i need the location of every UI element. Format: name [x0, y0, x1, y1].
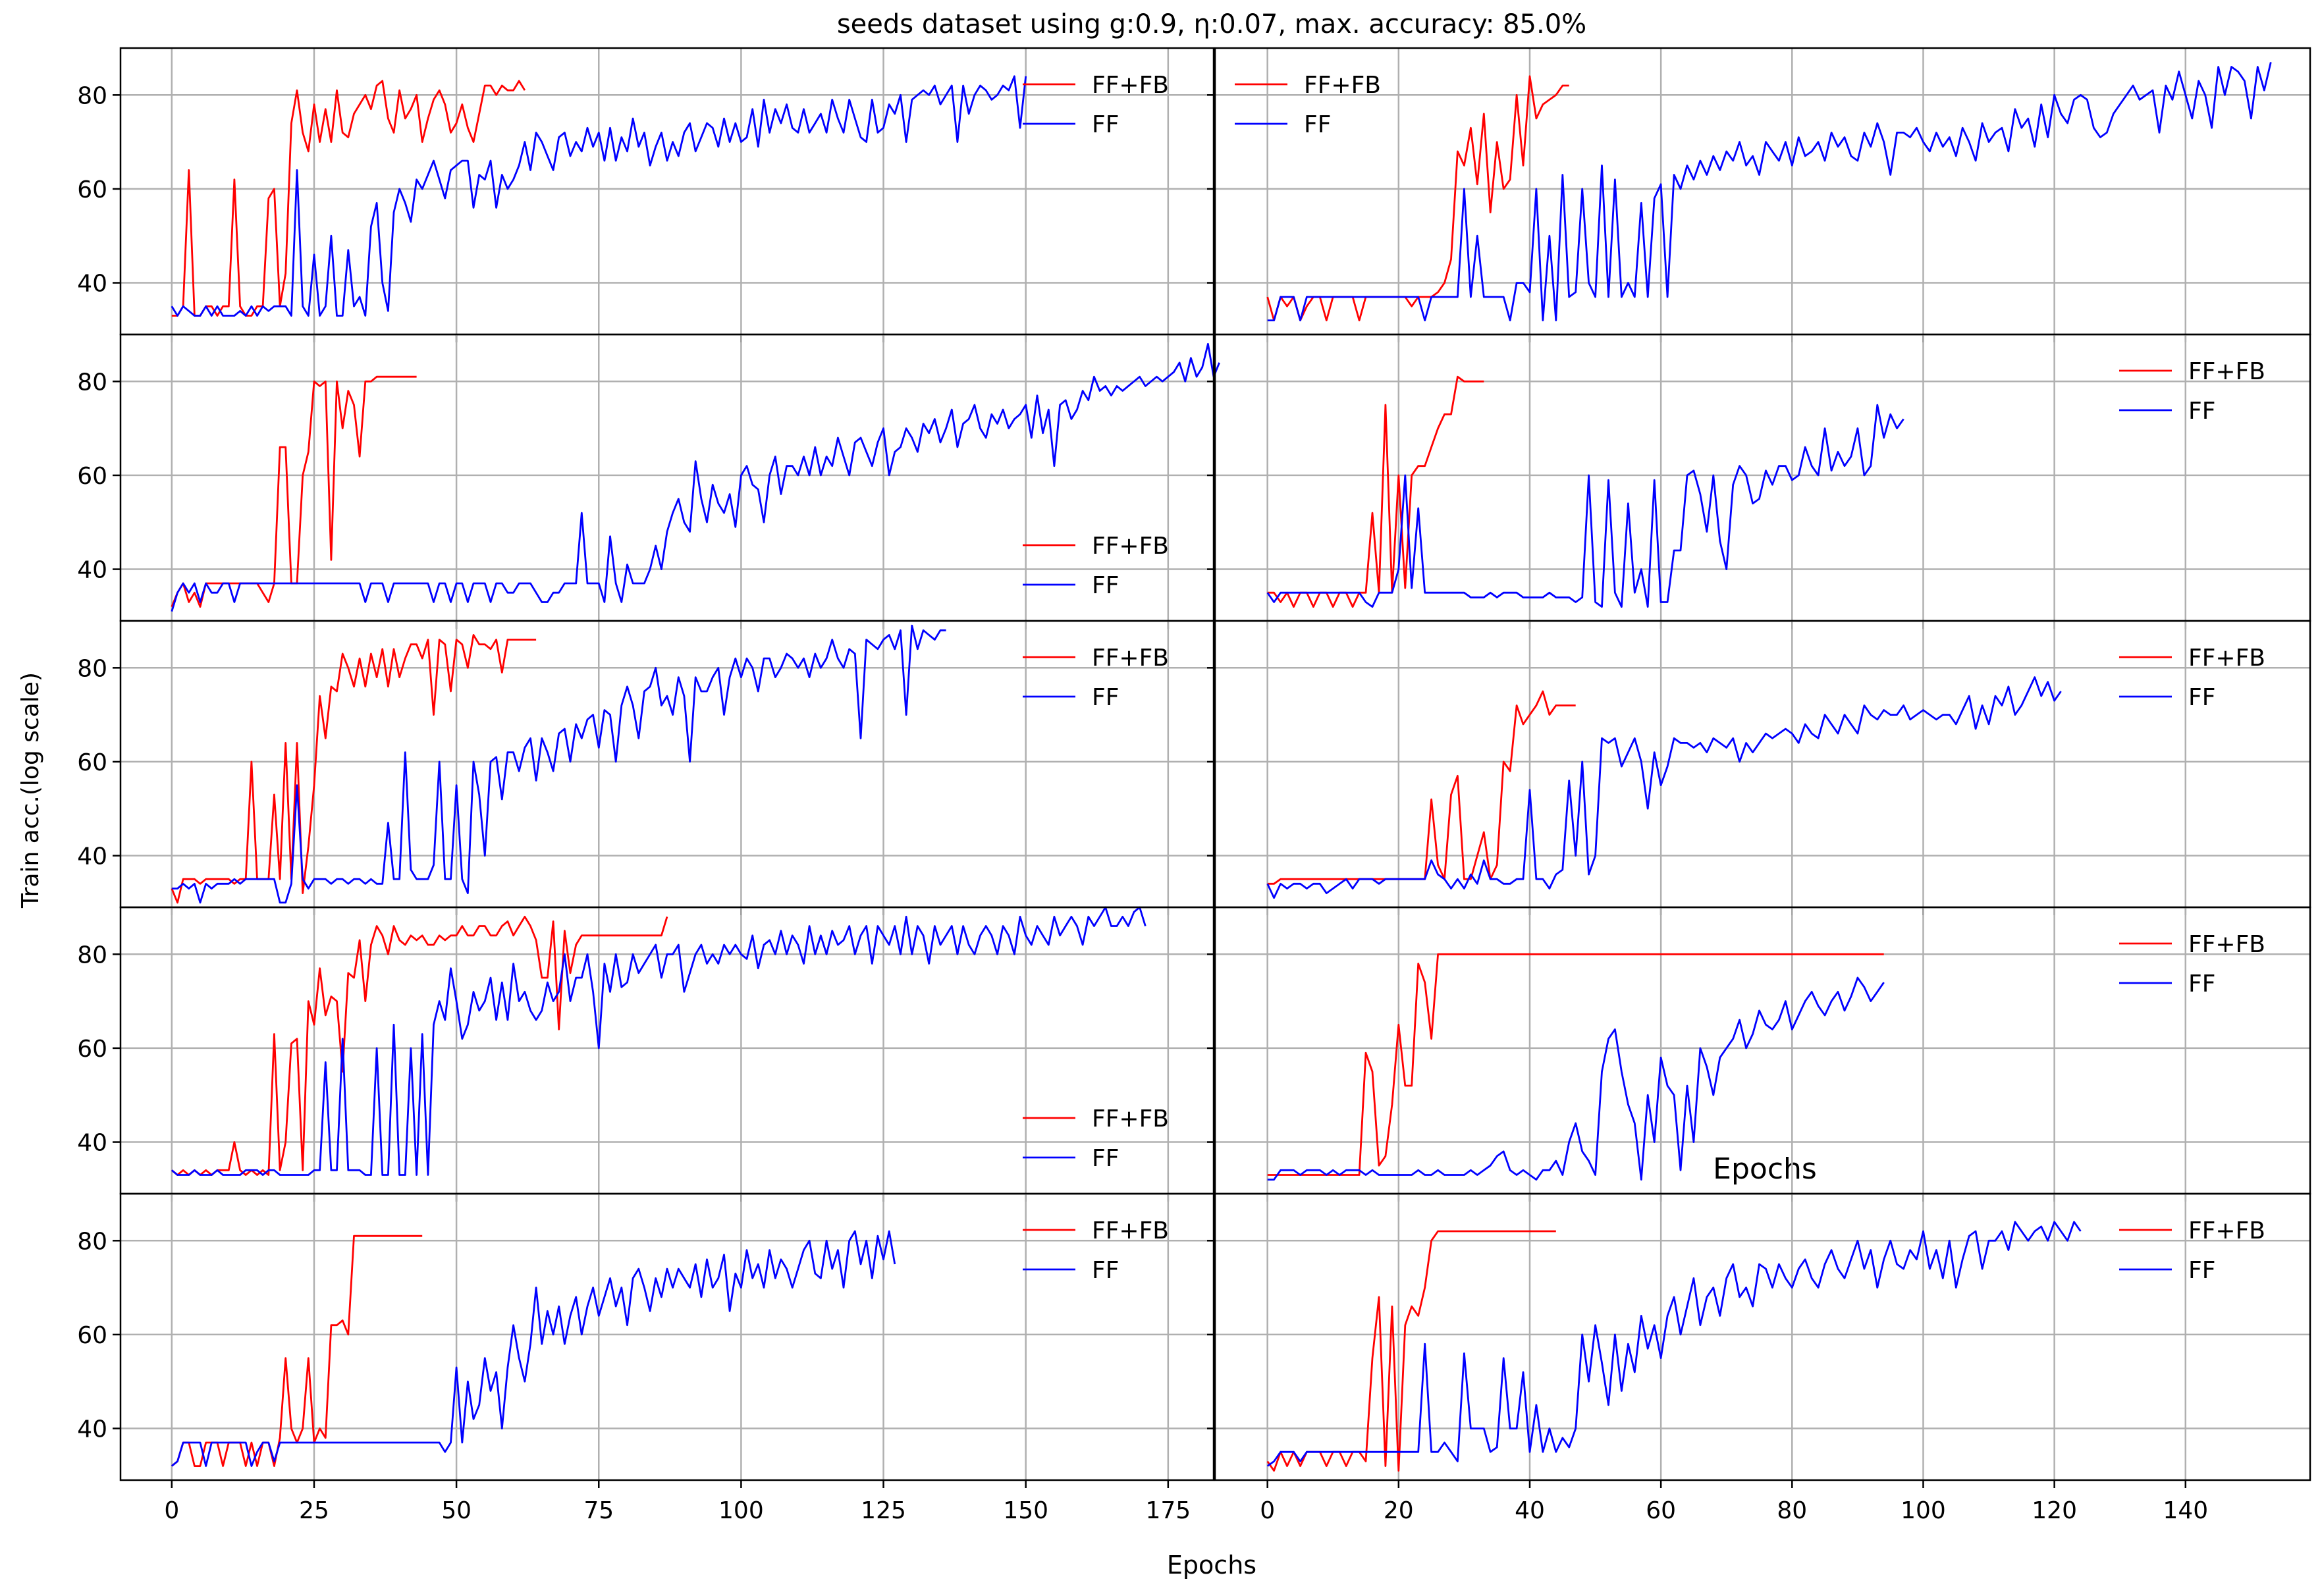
- y-tick-label: 40: [77, 557, 107, 584]
- y-tick-label: 60: [77, 1322, 107, 1349]
- y-tick-label: 80: [77, 82, 107, 109]
- series-line-ff-fb: [1266, 1230, 1556, 1472]
- series-line-ff-fb: [171, 634, 537, 904]
- legend-label: FF+FB: [1092, 72, 1169, 99]
- panel-r1-c1: FF+FB FF: [1207, 333, 2311, 629]
- legend-label: FF+FB: [1092, 645, 1169, 672]
- x-tick-label: 140: [2163, 1497, 2208, 1524]
- panel-r4-c1: FF+FB FF 0 20 40 60 80 100 120 140: [1207, 1192, 2311, 1524]
- y-tick-label: 80: [77, 369, 107, 396]
- x-tick-label: 80: [1777, 1497, 1807, 1524]
- y-tick-label: 80: [77, 942, 107, 969]
- series-line-ff: [1266, 1221, 2082, 1467]
- x-tick-label: 100: [718, 1497, 764, 1524]
- x-tick-label: 175: [1145, 1497, 1191, 1524]
- y-tick-label: 40: [77, 843, 107, 870]
- series-line-ff: [1267, 62, 2272, 322]
- panel-r3-c0: 40 60 80 FF+FB FF: [77, 906, 1215, 1202]
- x-tick-label: 50: [441, 1497, 472, 1524]
- y-tick-label: 40: [77, 1130, 107, 1157]
- legend-label: FF: [2188, 971, 2215, 998]
- panel-r2-c0: 40 60 80 FF+FB FF: [77, 620, 1215, 915]
- series-line-ff-fb: [171, 1235, 423, 1468]
- legend-label: FF: [1092, 1145, 1119, 1172]
- legend-label: FF+FB: [2188, 358, 2265, 385]
- series-line-ff-fb: [171, 375, 417, 608]
- series-line-ff-fb: [171, 80, 526, 317]
- series-line-ff: [1267, 976, 1885, 1181]
- series-line-ff: [171, 1230, 896, 1468]
- y-tick-label: 60: [77, 463, 107, 490]
- series-line-ff: [1266, 676, 2062, 899]
- legend-label: FF: [1304, 111, 1331, 138]
- x-tick-label: 40: [1515, 1497, 1545, 1524]
- y-tick-label: 80: [77, 1228, 107, 1255]
- series-line-ff: [171, 342, 1220, 612]
- legend-label: FF: [2188, 398, 2215, 425]
- legend-label: FF: [2188, 684, 2215, 711]
- legend-label: FF: [1092, 572, 1119, 599]
- y-tick-label: 40: [77, 271, 107, 298]
- panel-r0-c1: FF+FB FF: [1207, 47, 2311, 342]
- legend-label: FF: [2188, 1257, 2215, 1284]
- series-line-ff: [171, 906, 1147, 1176]
- y-tick-label: 80: [77, 655, 107, 682]
- y-axis-label: Train acc.(log scale): [17, 672, 44, 909]
- panel-frame: [1214, 620, 2311, 909]
- panel-frame: [1214, 906, 2311, 1195]
- x-tick-label: 150: [1003, 1497, 1048, 1524]
- stray-axis-label: Epochs: [1713, 1152, 1817, 1186]
- legend-label: FF+FB: [1092, 1217, 1169, 1244]
- x-tick-label: 0: [1260, 1497, 1275, 1524]
- y-tick-label: 60: [77, 1036, 107, 1063]
- x-tick-label: 75: [583, 1497, 614, 1524]
- panel-frame: [119, 333, 1215, 622]
- panel-frame: [119, 1192, 1215, 1481]
- x-tick-label: 20: [1384, 1497, 1414, 1524]
- x-tick-label: 100: [1901, 1497, 1946, 1524]
- legend-label: FF: [1092, 1257, 1119, 1284]
- panel-r0-c0: 40 60 80 FF+FB FF: [77, 47, 1215, 342]
- panel-r4-c0: 40 60 80 FF+FB FF 0 25 50 75 100 125 150 175: [77, 1192, 1215, 1524]
- panel-frame: [1214, 1192, 2311, 1481]
- series-line-ff-fb: [1267, 375, 1484, 608]
- panel-r2-c1: FF+FB FF: [1207, 620, 2311, 915]
- legend-label: FF+FB: [1092, 533, 1169, 560]
- series-line-ff-fb: [171, 915, 668, 1176]
- y-tick-label: 40: [77, 1416, 107, 1443]
- y-tick-label: 60: [77, 749, 107, 776]
- x-tick-label: 125: [861, 1497, 906, 1524]
- legend-label: FF+FB: [1304, 72, 1381, 99]
- x-tick-label: 60: [1646, 1497, 1676, 1524]
- figure-title: seeds dataset using g:0.9, η:0.07, max. …: [837, 9, 1586, 40]
- panel-frame: [119, 47, 1215, 336]
- x-tick-label: 25: [299, 1497, 329, 1524]
- x-tick-label: 120: [2032, 1497, 2077, 1524]
- legend-label: FF: [1092, 684, 1119, 711]
- legend-label: FF+FB: [1092, 1105, 1169, 1132]
- panel-r1-c0: 40 60 80 FF+FB FF: [77, 333, 1220, 629]
- series-line-ff: [171, 624, 946, 904]
- series-line-ff: [171, 75, 1027, 317]
- series-line-ff-fb: [1267, 953, 1884, 1176]
- legend-label: FF+FB: [2188, 931, 2265, 958]
- y-tick-label: 60: [77, 176, 107, 203]
- series-line-ff: [1266, 404, 1904, 608]
- x-tick-label: 0: [164, 1497, 179, 1524]
- legend-label: FF: [1092, 111, 1119, 138]
- legend-label: FF+FB: [2188, 1217, 2265, 1244]
- legend-label: FF+FB: [2188, 645, 2265, 672]
- x-axis-label: Epochs: [1167, 1551, 1256, 1580]
